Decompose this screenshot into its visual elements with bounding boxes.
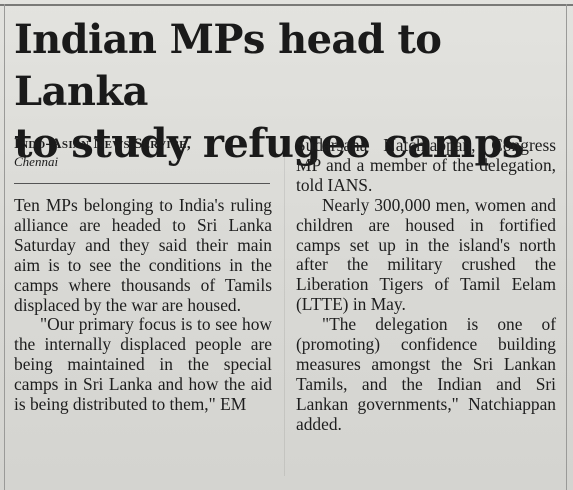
headline-line-2: to study refugee camps bbox=[14, 120, 524, 167]
paragraph-camps: Nearly 300,000 men, women and children a… bbox=[296, 194, 556, 315]
top-border-rule bbox=[0, 4, 573, 6]
byline-divider bbox=[14, 183, 270, 184]
paragraph-quote: "Our primary focus is to see how the int… bbox=[14, 314, 272, 415]
byline: Indo-Asian News Service, Chennai bbox=[14, 135, 276, 170]
headline-line-1: Indian MPs head to Lanka bbox=[14, 16, 442, 115]
headline: Indian MPs head to Lanka to study refuge… bbox=[14, 14, 564, 170]
paragraph-lead: Ten MPs belonging to India's ruling alli… bbox=[14, 195, 272, 315]
right-border-rule bbox=[566, 4, 567, 490]
left-border-rule bbox=[4, 4, 5, 490]
dateline: Chennai bbox=[14, 154, 59, 169]
article-column-1: Ten MPs belonging to India's ruling alli… bbox=[14, 195, 272, 415]
paragraph-continued: Sudarsana Natchiappan, Congress MP and a… bbox=[296, 135, 556, 195]
article-column-2: Sudarsana Natchiappan, Congress MP and a… bbox=[296, 135, 556, 435]
paragraph-delegation: "The delegation is one of (promoting) co… bbox=[296, 314, 556, 434]
news-agency: Indo-Asian News Service, bbox=[14, 136, 191, 152]
column-gutter bbox=[284, 136, 285, 476]
